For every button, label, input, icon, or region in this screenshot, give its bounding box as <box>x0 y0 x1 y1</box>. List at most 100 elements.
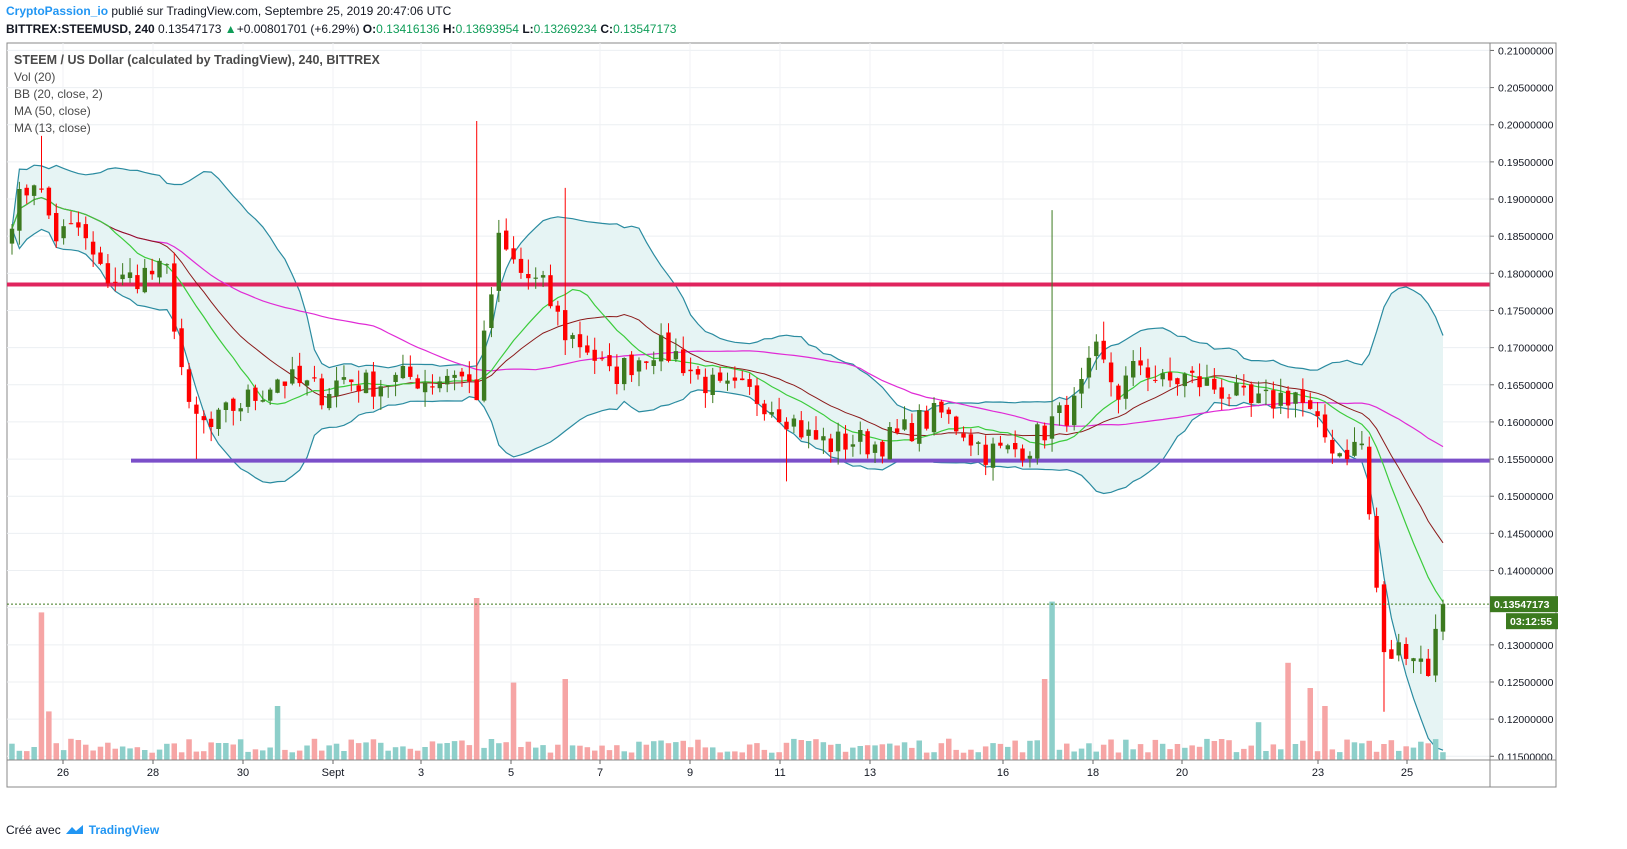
volume-bar <box>540 745 546 760</box>
volume-bar <box>953 749 959 760</box>
volume-bar <box>975 752 981 760</box>
y-tick-label: 0.16000000 <box>1498 417 1554 429</box>
candle-body <box>828 438 833 452</box>
candle-body <box>1027 455 1033 459</box>
volume-bar <box>1351 742 1358 760</box>
volume-bar <box>1034 740 1040 760</box>
volume-bar <box>562 679 568 760</box>
candle-body <box>76 222 81 228</box>
candle-body <box>666 332 671 361</box>
candle-body <box>1160 373 1165 380</box>
candle-body <box>754 385 760 404</box>
change-value: +0.00801701 (+6.29%) <box>236 22 360 36</box>
candle-body <box>843 433 848 450</box>
volume-bar <box>237 739 244 760</box>
volume-bar <box>466 745 473 760</box>
x-tick-label: 7 <box>597 767 603 779</box>
candle-body <box>850 444 856 447</box>
candle-body <box>1035 424 1040 459</box>
volume-bar <box>503 742 509 760</box>
candle-body <box>570 335 575 339</box>
candles[interactable] <box>9 121 1446 712</box>
legend-ma13[interactable]: MA (13, close) <box>14 121 91 135</box>
volume-bar <box>805 741 812 760</box>
x-tick-label: 9 <box>687 767 693 779</box>
legend-bollinger[interactable]: BB (20, close, 2) <box>14 87 103 101</box>
horizontal-lines[interactable] <box>7 282 1490 463</box>
candle-body <box>1263 389 1269 392</box>
volume-bar <box>481 747 487 760</box>
candle-body <box>31 185 37 196</box>
volume-bar <box>341 751 347 760</box>
candle-body <box>1153 379 1158 381</box>
candle-body <box>1204 378 1210 386</box>
legend-ma50[interactable]: MA (50, close) <box>14 104 91 118</box>
candle-body <box>422 382 428 393</box>
volume-bar <box>1440 752 1446 760</box>
candle-body <box>430 386 435 388</box>
candle-body <box>223 402 229 410</box>
candle-body <box>282 381 288 386</box>
candle-body <box>1167 372 1173 381</box>
volume-bar <box>134 747 141 760</box>
volume-bar <box>119 746 126 760</box>
volume-bar <box>923 752 930 760</box>
volume-bar <box>1263 751 1269 760</box>
candle-body <box>880 441 885 457</box>
candle-body <box>1131 361 1136 378</box>
volume-bar <box>724 751 731 760</box>
volume-bar <box>931 752 937 760</box>
price-axis[interactable]: 0.21000000 0.20500000 0.20000000 0.19500000… <box>1489 43 1554 787</box>
tradingview-link[interactable]: TradingView <box>88 823 160 837</box>
volume-bar <box>186 739 192 760</box>
volume-bar <box>1071 751 1077 760</box>
volume-bar <box>857 746 863 760</box>
time-axis[interactable]: 26 28 30 Sept 3 5 7 9 11 13 16 18 20 23 25 <box>7 759 1556 779</box>
volume-bar <box>606 750 613 760</box>
candle-body <box>1226 397 1232 399</box>
volume-bar <box>164 743 170 760</box>
volume-bar <box>1064 743 1070 760</box>
candle-body <box>917 410 922 444</box>
candle-body <box>585 345 590 353</box>
candle-body <box>511 248 516 260</box>
candle-body <box>526 274 531 279</box>
candle-body <box>1403 644 1409 659</box>
volume-bar <box>518 747 524 760</box>
volume-bar <box>296 750 303 760</box>
candle-body <box>776 409 782 423</box>
volume-bar <box>496 743 502 760</box>
author-name[interactable]: CryptoPassion_io <box>6 4 109 18</box>
y-tick-label: 0.18500000 <box>1498 231 1554 243</box>
candle-body <box>902 419 907 430</box>
candle-body <box>599 358 605 360</box>
volume-bar <box>53 743 59 760</box>
candle-body <box>238 408 243 412</box>
volume-bar <box>171 743 177 760</box>
y-tick-label: 0.21000000 <box>1498 45 1554 57</box>
candle-body <box>120 274 125 280</box>
volume-bar <box>658 740 664 760</box>
volume-bar <box>178 752 185 760</box>
volume-bar <box>1005 746 1011 760</box>
volume-bar <box>968 749 974 760</box>
y-tick-label: 0.20500000 <box>1498 83 1554 95</box>
volume-bar <box>1359 743 1365 760</box>
legend-volume[interactable]: Vol (20) <box>14 70 56 84</box>
candle-body <box>577 334 583 348</box>
x-tick-label: 26 <box>57 767 69 779</box>
volume-bar <box>1278 749 1284 760</box>
candle-body <box>1138 360 1143 366</box>
candle-body <box>990 443 996 468</box>
volume-bar <box>1322 706 1328 760</box>
change-up-icon: ▲ <box>224 22 237 36</box>
volume-bar <box>1329 749 1336 760</box>
candle-body <box>1182 373 1187 387</box>
volume-bar <box>149 752 155 760</box>
volume-bar <box>105 742 111 760</box>
volume-bar <box>348 739 354 760</box>
volume-bar <box>1344 739 1350 760</box>
price-tags: 0.13547173 03:12:55 <box>7 596 1558 630</box>
candle-body <box>762 403 767 415</box>
